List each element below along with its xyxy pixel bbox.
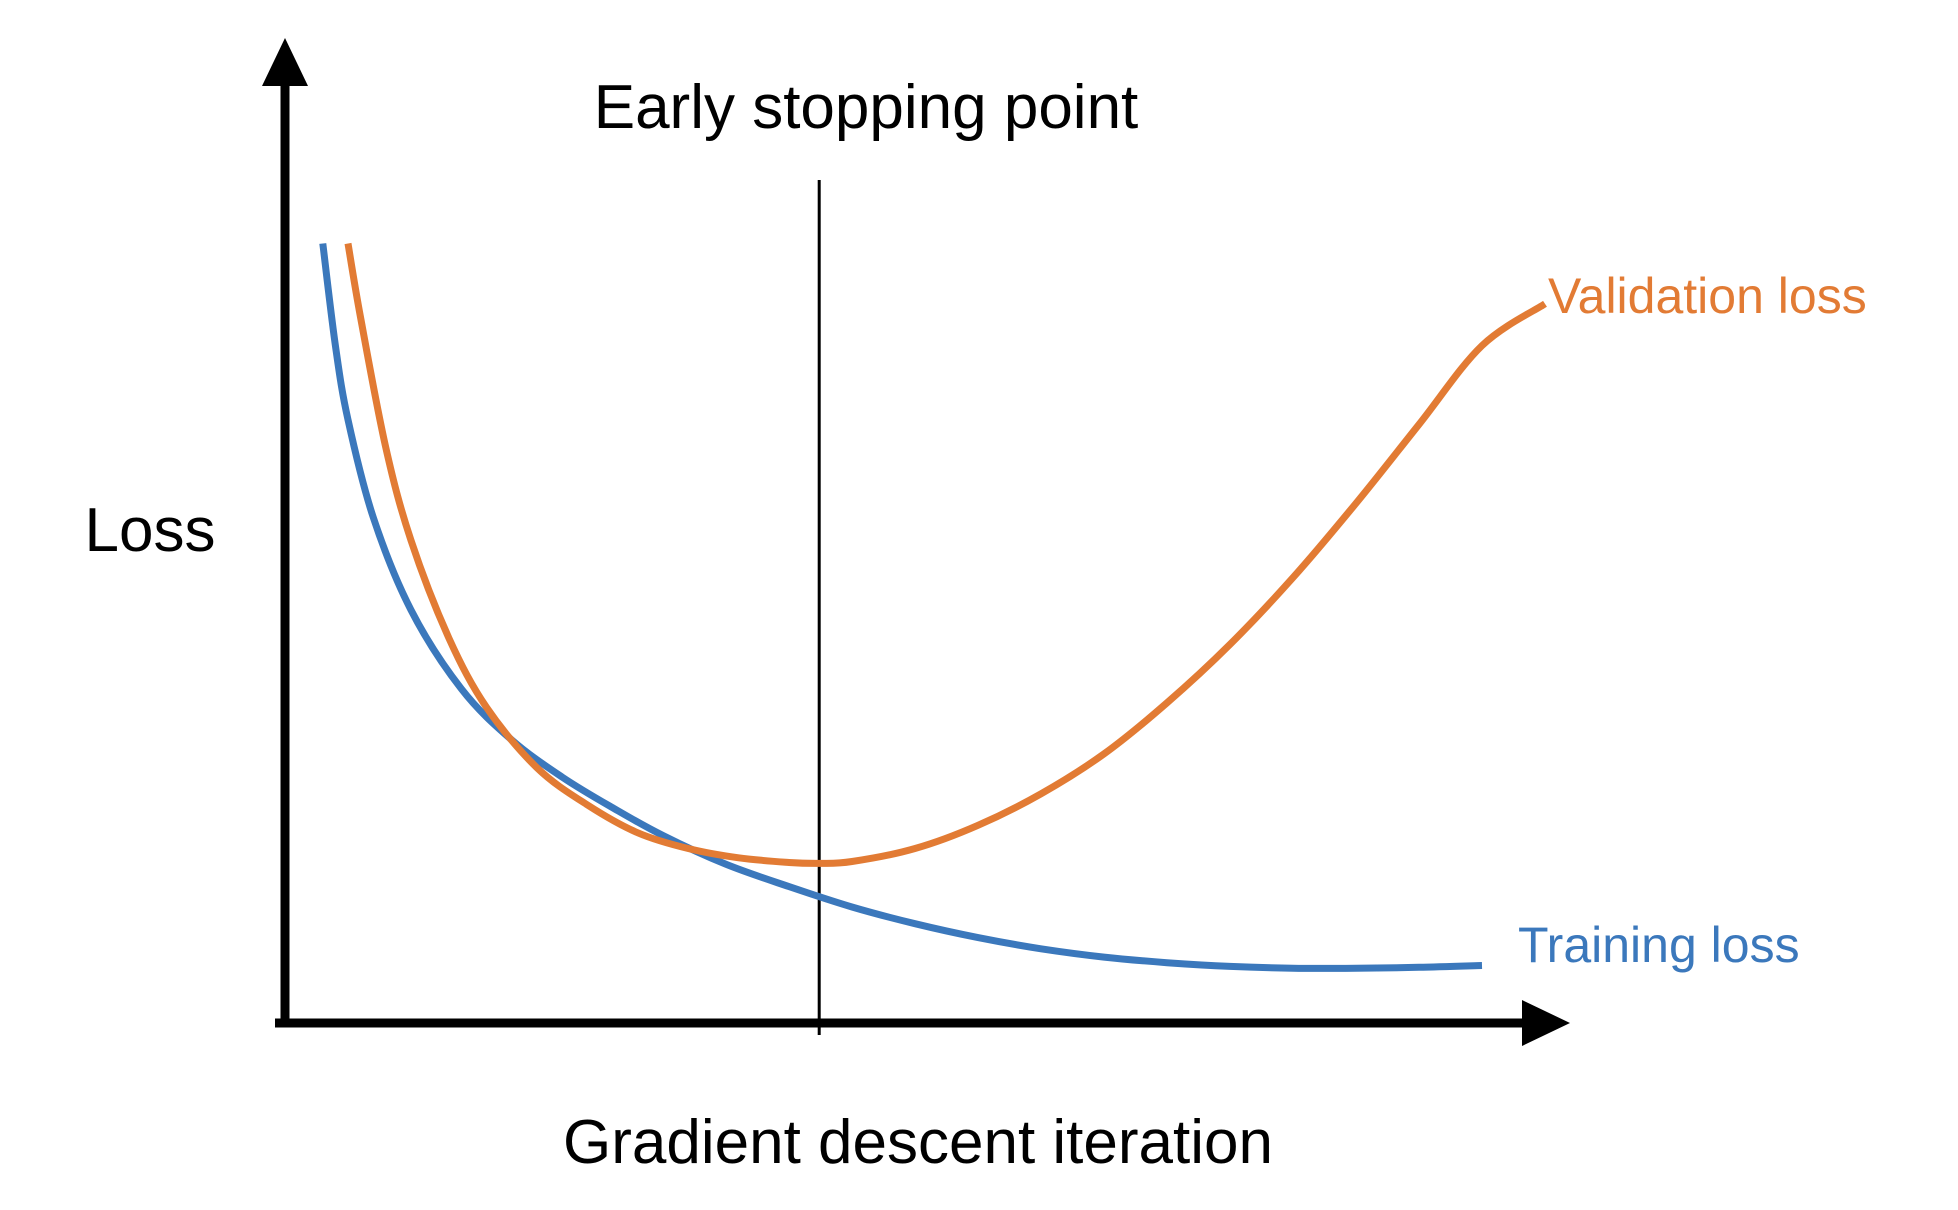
validation-loss-label: Validation loss <box>1548 268 1867 324</box>
x-axis-arrowhead <box>1522 1000 1570 1046</box>
training-loss-line <box>319 243 1483 972</box>
validation-loss-line <box>344 242 1547 867</box>
y-axis-label: Loss <box>85 496 216 565</box>
early-stopping-label: Early stopping point <box>594 73 1139 142</box>
x-axis-label: Gradient descent iteration <box>563 1108 1273 1177</box>
series-group <box>319 242 1547 972</box>
training-loss-label: Training loss <box>1518 917 1800 973</box>
y-axis-arrowhead <box>262 38 308 86</box>
